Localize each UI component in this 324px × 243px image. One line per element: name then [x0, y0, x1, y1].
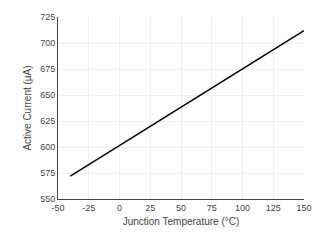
svg-text:725: 725	[40, 12, 55, 22]
svg-text:0: 0	[117, 203, 122, 213]
svg-text:150: 150	[296, 203, 311, 213]
svg-text:Active Current (µA): Active Current (µA)	[22, 65, 33, 150]
svg-text:-50: -50	[51, 203, 64, 213]
svg-text:100: 100	[235, 203, 250, 213]
svg-text:600: 600	[40, 142, 55, 152]
svg-text:575: 575	[40, 168, 55, 178]
svg-text:125: 125	[266, 203, 281, 213]
svg-text:50: 50	[176, 203, 186, 213]
svg-text:-25: -25	[82, 203, 95, 213]
svg-text:Junction Temperature (°C): Junction Temperature (°C)	[123, 216, 240, 227]
svg-text:650: 650	[40, 90, 55, 100]
svg-text:75: 75	[207, 203, 217, 213]
svg-text:675: 675	[40, 64, 55, 74]
svg-text:700: 700	[40, 38, 55, 48]
svg-text:550: 550	[40, 194, 55, 204]
svg-text:25: 25	[145, 203, 155, 213]
svg-text:625: 625	[40, 116, 55, 126]
